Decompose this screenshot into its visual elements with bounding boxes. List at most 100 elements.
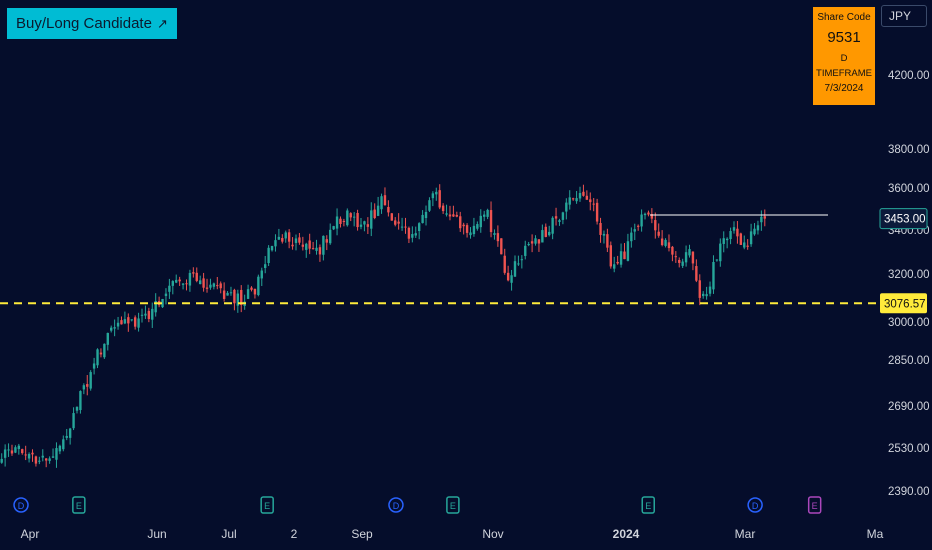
candle-body xyxy=(551,217,554,234)
candle-body xyxy=(411,234,414,238)
x-tick-label: Mar xyxy=(735,527,756,541)
candle-body xyxy=(198,280,202,285)
candle-body xyxy=(370,210,373,229)
earnings-letter: E xyxy=(450,501,456,511)
candle-body xyxy=(520,259,524,261)
candle-body xyxy=(417,223,421,231)
candle-body xyxy=(342,220,346,222)
candle-body xyxy=(222,290,226,299)
candle-body xyxy=(565,202,568,212)
candle-body xyxy=(376,205,380,216)
y-axis: 4200.003800.003600.003400.003200.003000.… xyxy=(888,70,930,498)
x-tick-label: Nov xyxy=(482,527,503,541)
candle-body xyxy=(79,391,82,411)
y-tick-label: 3200.00 xyxy=(888,269,930,281)
candle-body xyxy=(48,458,51,461)
candle-body xyxy=(681,261,684,266)
candle-body xyxy=(715,259,719,261)
candle-body xyxy=(352,216,356,218)
candle-body xyxy=(616,261,619,264)
candle-body xyxy=(606,234,609,248)
candle-body xyxy=(698,280,701,298)
candle-body xyxy=(500,238,503,255)
candle-body xyxy=(335,216,339,229)
candle-body xyxy=(725,238,729,241)
candle-body xyxy=(154,300,157,313)
candle-body xyxy=(527,244,530,246)
candle-body xyxy=(472,225,476,235)
candle-body xyxy=(72,413,75,429)
currency-selector[interactable]: JPY xyxy=(881,5,927,27)
earnings-marker xyxy=(446,496,460,514)
x-axis: Apr Jun Jul 2 Sep Nov 2024 Mar Ma xyxy=(21,527,884,541)
candle-body xyxy=(749,231,753,245)
y-tick-label: 2690.00 xyxy=(888,401,930,413)
candle-body xyxy=(205,287,209,289)
candle-body xyxy=(701,293,705,297)
candle-body xyxy=(441,205,445,212)
candle-body xyxy=(650,214,654,219)
candle-body xyxy=(55,448,58,460)
candle-body xyxy=(151,308,154,320)
candle-body xyxy=(729,231,732,240)
candle-body xyxy=(86,384,89,387)
candle-body xyxy=(240,289,243,305)
candle-body xyxy=(407,227,411,239)
y-tick-label: 2390.00 xyxy=(888,486,930,498)
candle-body xyxy=(664,239,667,246)
candle-body xyxy=(609,245,613,267)
candle-body xyxy=(394,220,397,225)
candle-body xyxy=(636,225,640,227)
timeframe-label: D TIMEFRAME xyxy=(816,53,872,79)
candle-body xyxy=(147,310,151,319)
share-code-label: Share Code xyxy=(817,12,871,23)
x-tick-label: 2 xyxy=(291,527,298,541)
candle-body xyxy=(181,283,185,285)
last-price-label: 3453.00 xyxy=(884,214,926,226)
candle-body xyxy=(219,283,222,289)
candle-body xyxy=(75,406,79,411)
candle-body xyxy=(120,320,123,325)
candle-body xyxy=(571,198,575,200)
candle-body xyxy=(17,445,21,450)
candle-body xyxy=(185,283,188,285)
candle-body xyxy=(513,261,517,277)
candle-body xyxy=(452,214,455,217)
title-badge[interactable]: Buy/Long Candidate ↗ xyxy=(7,8,177,39)
candle-body xyxy=(144,313,147,316)
dividend-letter: D xyxy=(752,501,759,511)
candle-body xyxy=(110,327,113,331)
candle-body xyxy=(246,289,250,299)
candle-body xyxy=(660,238,664,246)
candle-body xyxy=(257,276,260,296)
candle-body xyxy=(630,232,633,242)
y-tick-label: 3600.00 xyxy=(888,183,930,195)
earnings-letter: E xyxy=(812,501,818,511)
candle-body xyxy=(459,216,462,229)
candle-body xyxy=(619,251,623,265)
candle-body xyxy=(503,255,506,273)
candle-body xyxy=(329,229,332,244)
candle-body xyxy=(116,322,120,327)
x-tick-label: Jul xyxy=(221,527,236,541)
candle-body xyxy=(387,206,390,213)
dividend-letter: D xyxy=(18,501,25,511)
candle-body xyxy=(308,240,311,249)
candle-body xyxy=(325,239,328,243)
candle-body xyxy=(585,195,589,200)
candle-body xyxy=(250,287,253,290)
dividend-marker xyxy=(13,497,29,513)
candle-body xyxy=(743,242,746,248)
candle-body xyxy=(421,214,424,224)
candle-body xyxy=(3,449,7,458)
candle-body xyxy=(277,236,281,240)
candle-body xyxy=(554,216,558,219)
earnings-letter: E xyxy=(264,501,270,511)
candle-body xyxy=(301,244,305,247)
candle-body xyxy=(684,252,688,263)
last-price-tag xyxy=(879,208,928,230)
candle-body xyxy=(589,199,592,203)
support-price-tag xyxy=(880,293,927,314)
x-tick-label: Ma xyxy=(867,527,884,541)
